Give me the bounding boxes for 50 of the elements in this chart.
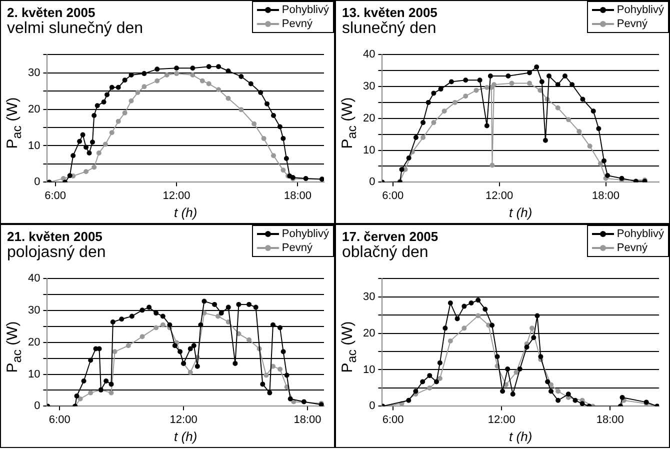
x-tick-label: 6:00	[48, 414, 70, 426]
y-tick-label: 20	[28, 103, 40, 116]
y-tick-label: 30	[28, 304, 40, 317]
legend-label: Pohyblivý	[282, 3, 329, 17]
y-tick-label: 0	[369, 400, 376, 412]
y-tick-label: 0	[369, 176, 376, 188]
legend-label: Pevný	[282, 241, 312, 255]
chart-title: 17. červen 2005	[342, 229, 438, 245]
legend-label: Pohyblivý	[616, 227, 664, 241]
x-tick-label: 12:00	[170, 414, 198, 426]
x-tick-label: 12:00	[488, 414, 516, 426]
y-tick-label: 0	[34, 176, 40, 188]
y-tick-label: 10	[362, 144, 376, 156]
y-tick-label: 10	[362, 364, 376, 376]
y-tick-label: 20	[362, 327, 376, 340]
chart-subtitle: oblačný den	[342, 244, 430, 261]
y-tick-label: 40	[28, 272, 40, 285]
x-tick-label: 18:00	[596, 414, 624, 426]
legend-label: Pohyblivý	[616, 3, 664, 17]
y-tick-label: 0	[34, 400, 40, 412]
x-axis-title: t (h)	[509, 204, 532, 220]
x-tick-label: 18:00	[592, 190, 620, 202]
y-tick-label: 10	[28, 140, 40, 152]
y-tick-label: 20	[28, 336, 40, 348]
chart-title: 2. květen 2005	[7, 5, 96, 21]
legend-label: Pevný	[616, 241, 648, 255]
y-tick-label: 30	[362, 80, 376, 93]
x-tick-label: 6:00	[44, 190, 66, 202]
chart-title: 13. květen 2005	[342, 5, 438, 21]
x-tick-label: 12:00	[486, 190, 514, 202]
chart-subtitle: velmi slunečný den	[7, 20, 144, 37]
x-axis-title: t (h)	[174, 204, 198, 220]
chart-title: 21. květen 2005	[7, 229, 104, 245]
chart-subtitle: slunečný den	[342, 20, 438, 37]
y-tick-label: 30	[28, 66, 40, 79]
x-tick-label: 6:00	[382, 414, 404, 426]
x-axis-title: t (h)	[174, 428, 198, 444]
x-tick-label: 18:00	[284, 190, 312, 202]
x-tick-label: 18:00	[294, 414, 322, 426]
x-tick-label: 12:00	[162, 190, 190, 202]
x-tick-label: 6:00	[382, 190, 404, 202]
y-tick-label: 10	[28, 368, 40, 380]
y-tick-label: 20	[362, 112, 376, 124]
x-axis-title: t (h)	[509, 428, 532, 444]
legend-label: Pohyblivý	[282, 227, 329, 241]
y-tick-label: 40	[362, 48, 376, 61]
legend-label: Pevný	[282, 17, 312, 31]
chart-subtitle: polojasný den	[7, 244, 106, 261]
y-tick-label: 30	[362, 290, 376, 303]
legend-label: Pevný	[616, 17, 648, 31]
